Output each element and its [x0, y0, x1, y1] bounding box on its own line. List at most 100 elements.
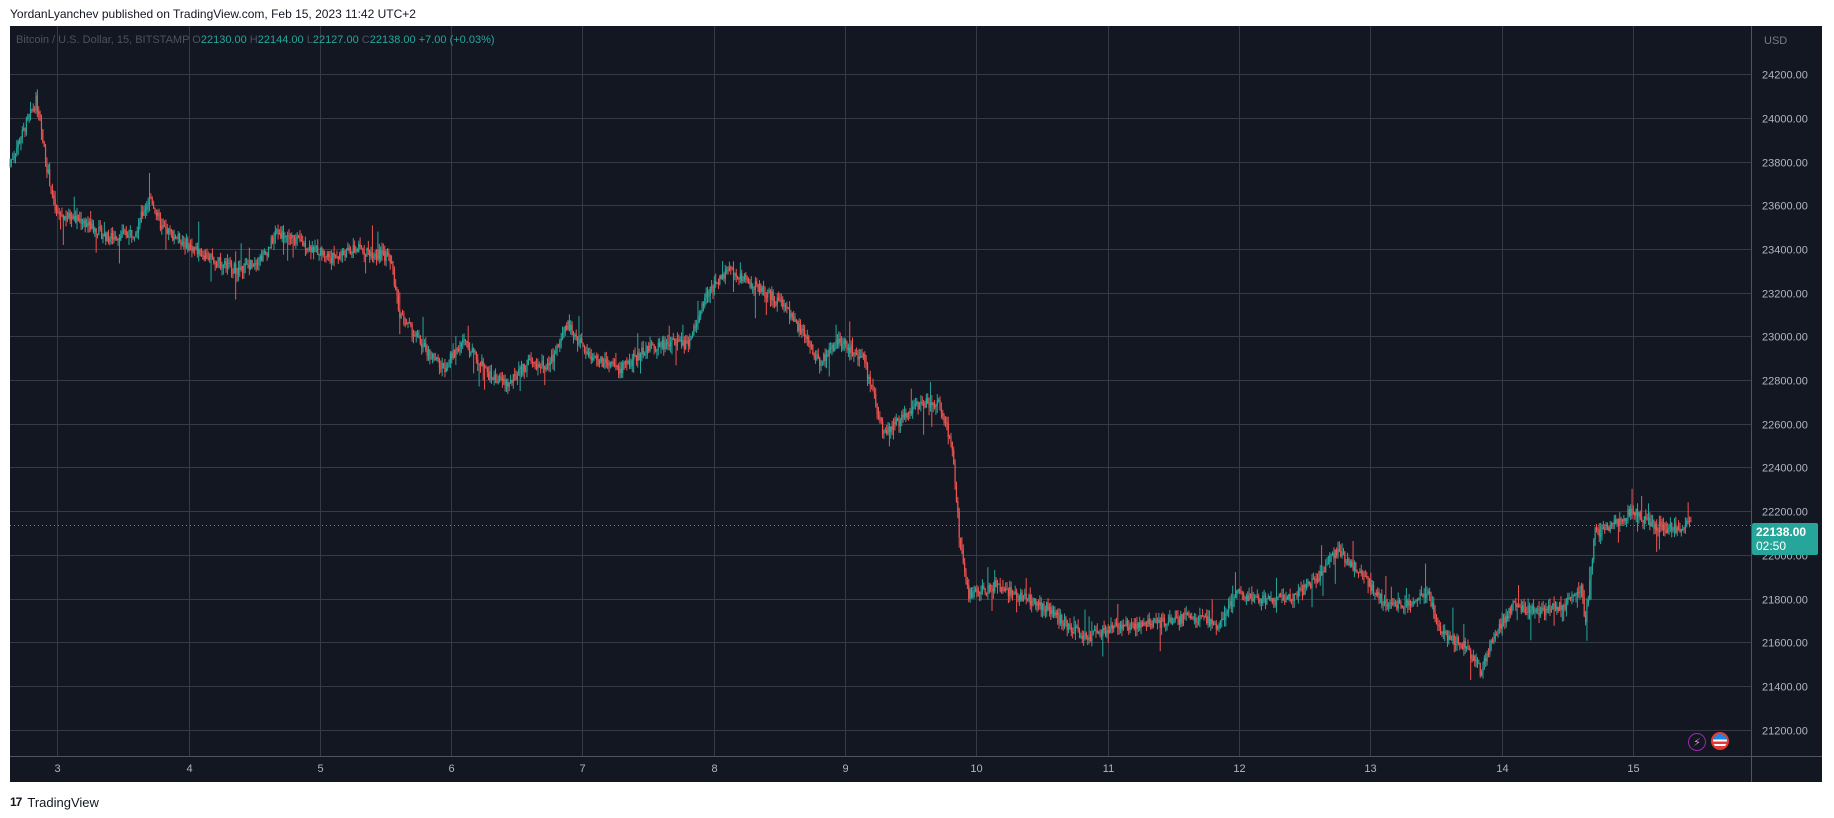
- candle-body: [804, 330, 806, 337]
- candle-body: [1218, 626, 1220, 628]
- candle-body: [447, 366, 449, 368]
- candle-body: [683, 340, 685, 349]
- candle-body: [117, 237, 119, 241]
- candle-body: [723, 274, 725, 279]
- candle-body: [1134, 624, 1137, 629]
- candle-body: [213, 257, 215, 264]
- candle-body: [768, 290, 770, 293]
- candle-body: [881, 421, 884, 435]
- candle-body: [501, 377, 503, 382]
- candle-body: [436, 357, 438, 359]
- candle-body: [849, 347, 851, 353]
- candle-body: [888, 427, 891, 433]
- candles: [9, 89, 1692, 680]
- candle-body: [962, 549, 964, 563]
- candle-body: [113, 237, 115, 240]
- candle-body: [358, 244, 360, 252]
- candle-body: [1102, 627, 1104, 637]
- candle-body: [726, 270, 728, 272]
- candle-body: [1202, 615, 1204, 617]
- candle-body: [995, 580, 997, 587]
- candle-body: [1037, 602, 1040, 606]
- candle-body: [1501, 619, 1503, 629]
- candle-body: [1308, 581, 1310, 585]
- x-tick-label: 9: [842, 763, 848, 775]
- candle-body: [549, 361, 551, 366]
- candle-body: [407, 322, 409, 325]
- candle-body: [441, 362, 443, 369]
- candle-body: [1182, 613, 1185, 624]
- candle-body: [1497, 629, 1499, 635]
- candle-body: [403, 314, 405, 324]
- candle-body: [477, 359, 479, 365]
- candle-body: [101, 227, 103, 239]
- candle-body: [810, 345, 813, 348]
- candle-body: [1051, 609, 1053, 614]
- candle-body: [1181, 614, 1183, 624]
- candle-body: [230, 263, 233, 273]
- candle-body: [531, 361, 534, 363]
- candle-body: [958, 511, 960, 538]
- candle-body: [135, 233, 137, 237]
- candle-body: [851, 344, 854, 356]
- candle-body: [1522, 605, 1524, 612]
- candle-body: [794, 319, 796, 322]
- candle-body: [1232, 604, 1234, 607]
- candle-body: [820, 362, 822, 367]
- candle-body: [57, 211, 59, 213]
- candle-body: [1660, 521, 1662, 526]
- candle-body: [1687, 521, 1689, 523]
- candle-body: [1430, 594, 1432, 607]
- candle-body: [645, 353, 647, 355]
- candle-body: [790, 312, 792, 319]
- candle-body: [1549, 605, 1551, 613]
- candle-body: [608, 365, 610, 367]
- candle-body: [1553, 603, 1555, 606]
- candle-body: [497, 382, 499, 384]
- y-tick-label: 23000.00: [1762, 332, 1808, 344]
- candle-body: [840, 342, 843, 350]
- candle-body: [653, 344, 655, 350]
- lightning-icon[interactable]: ⚡: [1688, 733, 1706, 751]
- candle-body: [516, 375, 519, 381]
- candle-body: [1035, 598, 1037, 606]
- candle-body: [1002, 587, 1004, 590]
- candle-body: [1240, 590, 1242, 594]
- candle-body: [1531, 605, 1533, 610]
- candle-body: [1256, 596, 1258, 598]
- candle-body: [1628, 509, 1630, 516]
- us-flag-icon[interactable]: [1711, 732, 1729, 750]
- candle-body: [559, 341, 561, 347]
- candle-body: [61, 215, 63, 217]
- candle-body: [1470, 650, 1472, 659]
- candle-body: [148, 196, 151, 204]
- candle-body: [802, 328, 804, 331]
- close-value: 22138.00: [369, 34, 416, 46]
- candle-body: [1661, 525, 1663, 531]
- candle-body: [288, 235, 290, 239]
- candle-body: [1013, 593, 1015, 595]
- candle-body: [990, 584, 992, 587]
- candle-body: [1215, 623, 1217, 630]
- candle-body: [948, 436, 951, 438]
- candle-body: [250, 260, 252, 269]
- symbol-name[interactable]: Bitcoin / U.S. Dollar, 15, BITSTAMP: [16, 34, 190, 46]
- candle-body: [1642, 520, 1644, 524]
- candle-body: [1262, 596, 1264, 604]
- candle-body: [1223, 619, 1226, 621]
- candle-body: [308, 245, 311, 250]
- candle-body: [873, 390, 875, 395]
- candle-body: [1634, 512, 1636, 516]
- candle-body: [1407, 600, 1409, 606]
- candle-body: [1524, 609, 1526, 613]
- candle-body: [834, 348, 836, 351]
- candle-body: [1654, 523, 1656, 530]
- candle-body: [1445, 631, 1447, 634]
- candle-body: [618, 366, 620, 374]
- candle-body: [266, 253, 268, 257]
- candle-body: [931, 402, 933, 406]
- candle-body: [1485, 657, 1487, 662]
- candle-body: [423, 342, 426, 347]
- candle-body: [1176, 616, 1178, 618]
